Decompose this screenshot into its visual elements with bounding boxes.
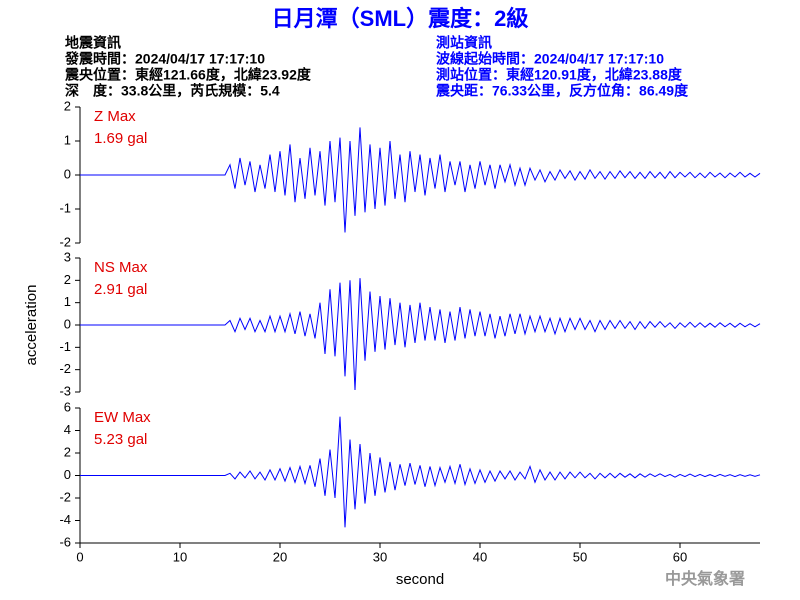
station-line: 測站位置：東經120.91度，北緯23.88度 [436,67,683,83]
y-tick-label: -3 [59,383,71,398]
x-tick-label: 30 [373,549,387,564]
station-line: 震央距：76.33公里，反方位角：86.49度 [435,83,689,99]
y-axis-label: acceleration [23,285,40,366]
max-annotation: 2.91 gal [94,281,147,298]
max-annotation: NS Max [94,259,148,276]
y-tick-label: 3 [64,249,71,264]
info-line: 震央位置：東經121.66度，北緯23.92度 [64,67,312,83]
y-tick-label: 0 [64,316,71,331]
x-axis-label: second [396,571,444,588]
y-tick-label: 1 [64,294,71,309]
max-annotation: Z Max [94,108,136,125]
max-annotation: 5.23 gal [94,431,147,448]
info-line: 深 度：33.8公里，芮氏規模：5.4 [65,83,280,99]
title: 日月潭（SML）震度：2級 [272,6,529,31]
y-tick-label: -2 [59,361,71,376]
y-tick-label: 0 [64,166,71,181]
y-tick-label: 2 [64,444,71,459]
y-tick-label: -2 [59,234,71,249]
max-annotation: EW Max [94,409,151,426]
info-line: 發震時間：2024/04/17 17:17:10 [64,51,265,67]
x-tick-label: 40 [473,549,487,564]
x-tick-label: 10 [173,549,187,564]
info-line: 地震資訊 [65,35,121,51]
y-tick-label: -4 [59,512,71,527]
y-tick-label: 2 [64,98,71,113]
y-tick-label: -6 [59,534,71,549]
y-tick-label: 6 [64,399,71,414]
x-tick-label: 50 [573,549,587,564]
y-tick-label: 4 [64,422,71,437]
y-tick-label: 0 [64,467,71,482]
footer: 中央氣象署 [665,569,745,588]
station-line: 測站資訊 [436,35,492,51]
trace [80,278,761,391]
y-tick-label: 2 [64,272,71,287]
y-tick-label: -2 [59,489,71,504]
y-tick-label: -1 [59,339,71,354]
station-line: 波線起始時間：2024/04/17 17:17:10 [436,51,664,67]
x-tick-label: 60 [673,549,687,564]
x-tick-label: 20 [273,549,287,564]
y-tick-label: 1 [64,132,71,147]
trace [80,416,761,528]
max-annotation: 1.69 gal [94,130,147,147]
y-tick-label: -1 [59,200,71,215]
x-tick-label: 0 [76,549,83,564]
trace [80,127,761,233]
